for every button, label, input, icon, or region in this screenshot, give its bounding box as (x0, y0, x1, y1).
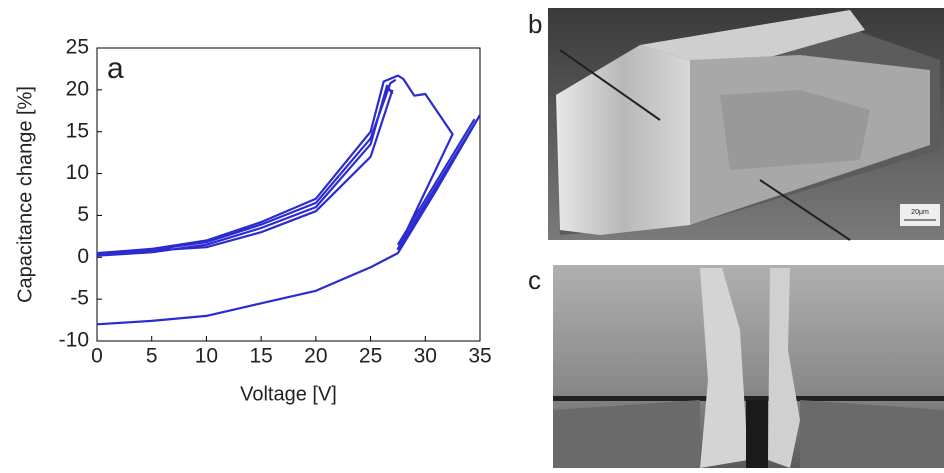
panel-label: c (528, 265, 541, 295)
sem-image-b (548, 8, 944, 241)
x-tick-label: 25 (359, 345, 382, 368)
y-tick-label: 15 (66, 119, 89, 142)
x-axis-label: Voltage [V] (240, 383, 337, 405)
y-tick-label: 20 (66, 77, 89, 100)
x-tick-label: 0 (91, 345, 103, 368)
x-tick-label: 10 (195, 345, 218, 368)
y-tick-label: 10 (66, 161, 89, 184)
sem-image-c (553, 265, 944, 468)
x-tick-label: 5 (146, 345, 158, 368)
data-line (96, 74, 481, 326)
panel-label: a (107, 52, 124, 85)
x-tick-label: 30 (414, 345, 437, 368)
y-tick-label: 25 (66, 36, 89, 59)
x-tick-label: 15 (249, 345, 272, 368)
y-tick-label: 0 (77, 245, 89, 268)
y-tick-label: -5 (70, 287, 89, 310)
scale-bar-label: 20μm (911, 209, 929, 216)
y-tick-label: 5 (77, 203, 89, 226)
x-tick-label: 35 (468, 345, 491, 368)
x-tick-label: 20 (304, 345, 327, 368)
panel-label: b (528, 9, 542, 39)
y-axis-label: Capacitance change [%] (14, 86, 36, 303)
plot-frame (96, 47, 481, 342)
y-tick-label: -10 (59, 329, 89, 352)
